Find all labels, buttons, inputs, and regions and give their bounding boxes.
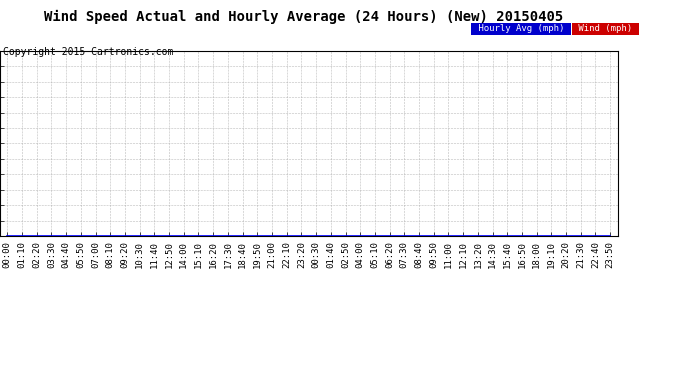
Text: Wind Speed Actual and Hourly Average (24 Hours) (New) 20150405: Wind Speed Actual and Hourly Average (24… [44,9,563,24]
Text: Wind (mph): Wind (mph) [573,24,638,33]
Text: Hourly Avg (mph): Hourly Avg (mph) [473,24,569,33]
Text: Copyright 2015 Cartronics.com: Copyright 2015 Cartronics.com [3,47,174,57]
